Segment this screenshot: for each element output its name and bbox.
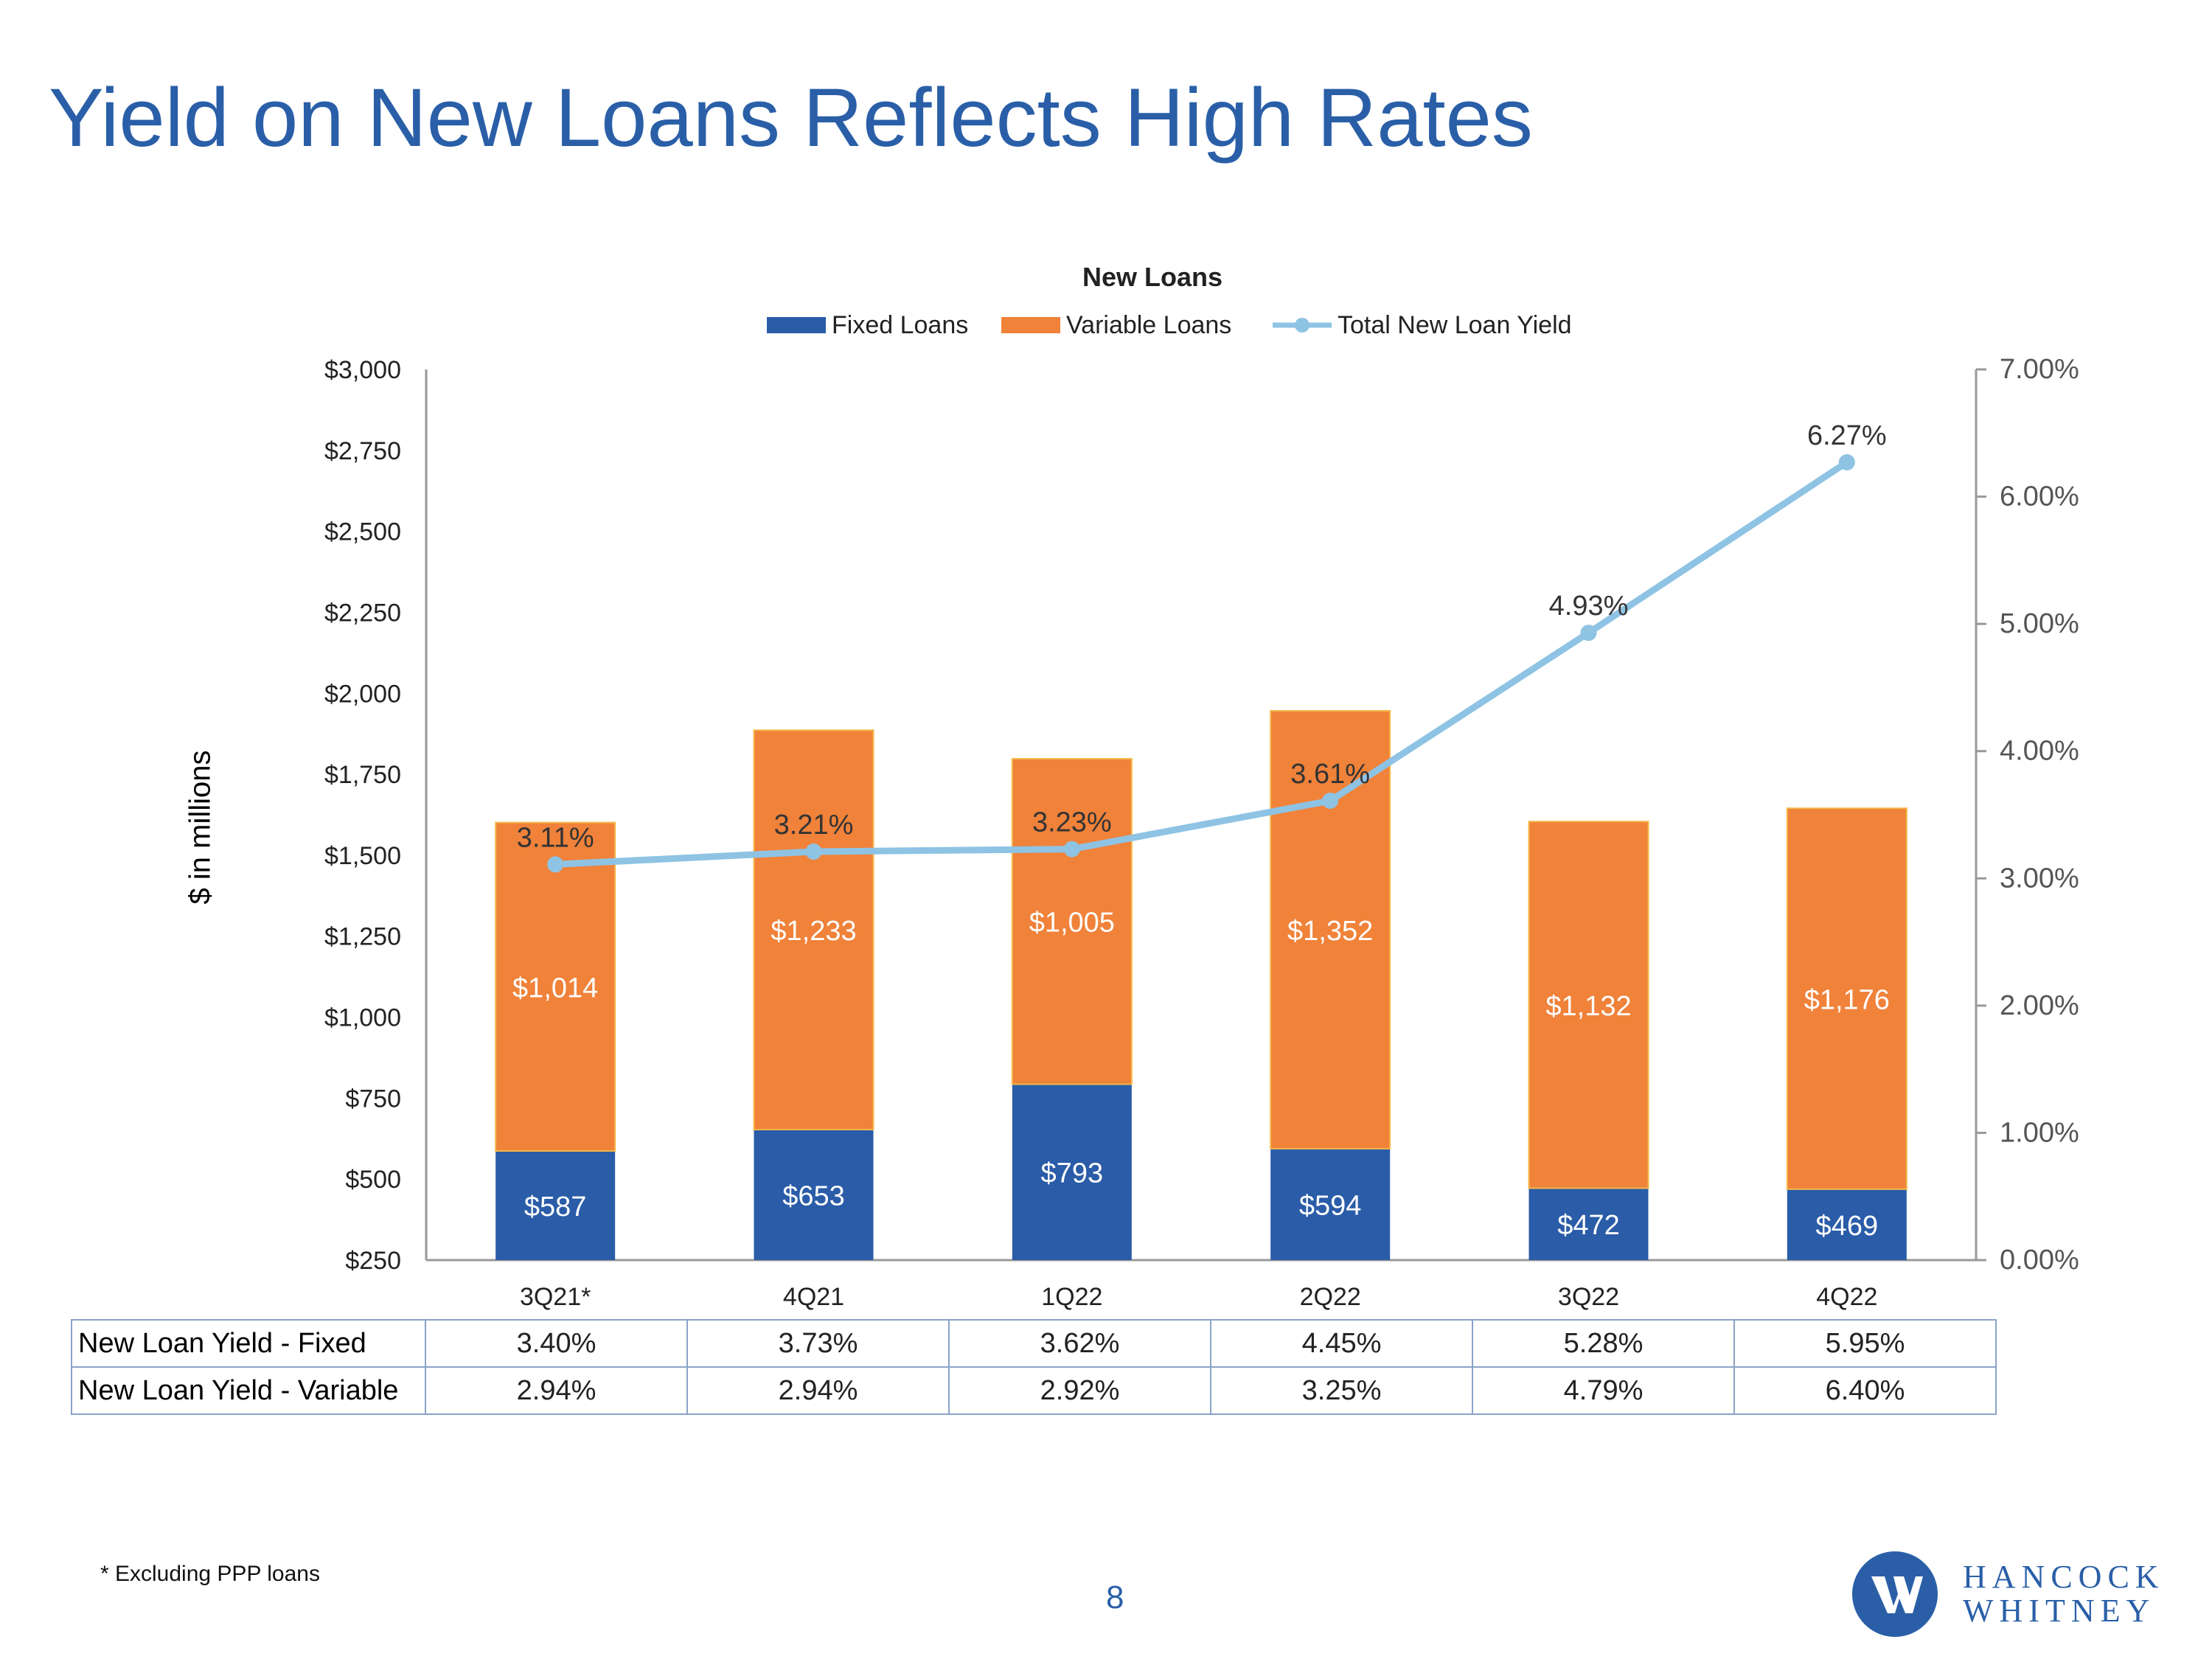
bar-label-fixed: $469 [1816,1211,1879,1242]
bar-variable [495,821,616,1152]
right-tick-label: 7.00% [2000,354,2079,385]
table-cell: 2.94% [425,1366,688,1415]
bar-label-variable: $1,005 [1029,908,1115,939]
yield-point [805,844,822,860]
bar-variable [1528,821,1649,1189]
yield-data-label: 3.21% [774,810,854,841]
yield-data-label: 4.93% [1549,591,1629,622]
table-row: New Loan Yield - Fixed 3.40% 3.73% 3.62%… [71,1319,1997,1368]
legend-label-yield: Total New Loan Yield [1338,311,1572,339]
left-tick-label: $250 [345,1247,401,1275]
yield-line [554,459,1849,868]
x-tick-label: 3Q22 [1558,1283,1619,1311]
page-title: Yield on New Loans Reflects High Rates [49,72,1533,164]
table-row: New Loan Yield - Variable 2.94% 2.94% 2.… [71,1366,1997,1415]
bar-label-variable: $1,014 [512,973,598,1004]
table-cell: 3.25% [1210,1366,1473,1415]
left-tick-label: $1,500 [324,842,401,870]
chart-title: New Loans [1082,262,1222,292]
x-tick-label: 3Q21* [520,1283,591,1311]
left-tick-label: $2,250 [324,599,401,627]
left-tick-label: $2,750 [324,437,401,465]
bar-label-variable: $1,176 [1804,985,1890,1016]
table-cell: 6.40% [1733,1366,1997,1415]
yield-point [547,856,564,873]
right-tick-label: 5.00% [2000,608,2079,639]
left-tick-label: $2,500 [324,518,401,546]
table-cell: 3.73% [686,1319,950,1368]
bar-variable [1270,709,1391,1150]
table-cell: 4.45% [1210,1319,1473,1368]
yield-table: New Loan Yield - Fixed 3.40% 3.73% 3.62%… [71,1319,1997,1415]
x-tick-label: 4Q22 [1816,1283,1877,1311]
bar-label-fixed: $653 [782,1180,845,1211]
bar-label-fixed: $472 [1557,1210,1620,1241]
bar-variable [1011,758,1133,1085]
right-tick-label: 6.00% [2000,481,2079,512]
table-cell: 4.79% [1472,1366,1735,1415]
left-tick-label: $1,750 [324,761,401,789]
logo-text: HANCOCK WHITNEY [1963,1560,2165,1628]
x-tick-label: 1Q22 [1041,1283,1102,1311]
left-tick-label: $3,000 [324,356,401,384]
legend-label-variable: Variable Loans [1066,311,1231,339]
yield-data-label: 3.23% [1032,807,1112,838]
right-tick-label: 4.00% [2000,736,2079,767]
bar-label-variable: $1,233 [771,916,856,947]
bar-variable [753,729,874,1130]
right-tick-label: 2.00% [2000,990,2079,1021]
row-label: New Loan Yield - Variable [71,1366,426,1415]
bar-label-variable: $1,352 [1287,916,1373,947]
x-tick-label: 4Q21 [783,1283,844,1311]
hancock-whitney-logo-icon [1852,1551,1938,1637]
table-cell: 3.40% [425,1319,688,1368]
bar-fixed [1787,1189,1907,1260]
right-tick-label: 3.00% [2000,863,2079,894]
left-tick-label: $1,000 [324,1004,401,1032]
table-cell: 2.92% [948,1366,1211,1415]
bar-fixed [1270,1148,1391,1260]
legend-marker-yield [1295,318,1310,333]
left-tick-label: $2,000 [324,680,401,708]
bar-label-fixed: $793 [1041,1158,1104,1189]
logo-line-2: WHITNEY [1963,1593,2156,1629]
yield-point [1838,453,1855,470]
yield-point [1580,625,1597,641]
row-label: New Loan Yield - Fixed [71,1319,426,1368]
page-number: 8 [1106,1579,1124,1615]
table-cell: 5.95% [1733,1319,1997,1368]
legend-label-fixed: Fixed Loans [832,311,968,339]
bar-variable [1786,807,1907,1190]
left-tick-label: $1,250 [324,923,401,951]
bar-label-fixed: $594 [1299,1190,1362,1221]
bar-fixed [1012,1084,1132,1260]
yield-data-label: 6.27% [1807,420,1887,451]
yield-point [1322,793,1339,810]
bar-fixed [1528,1188,1649,1260]
right-tick-label: 1.00% [2000,1117,2079,1148]
bar-fixed [754,1129,874,1260]
footnote: * Excluding PPP loans [100,1562,320,1586]
left-tick-label: $500 [345,1166,401,1194]
table-cell: 5.28% [1472,1319,1735,1368]
x-tick-label: 2Q22 [1300,1283,1361,1311]
right-tick-label: 0.00% [2000,1245,2079,1276]
legend-swatch-fixed [767,317,826,333]
legend-swatch-variable [1001,317,1060,333]
logo-line-1: HANCOCK [1963,1559,2165,1595]
table-cell: 2.94% [686,1366,950,1415]
yield-data-label: 3.61% [1290,759,1370,790]
yield-data-label: 3.11% [517,822,594,853]
bar-label-variable: $1,132 [1545,991,1631,1022]
bar-fixed [495,1150,616,1260]
table-cell: 3.62% [948,1319,1211,1368]
bar-label-fixed: $587 [524,1192,587,1222]
left-tick-label: $750 [345,1085,401,1113]
y-axis-title: $ in millions [184,750,217,905]
yield-point [1063,841,1080,858]
